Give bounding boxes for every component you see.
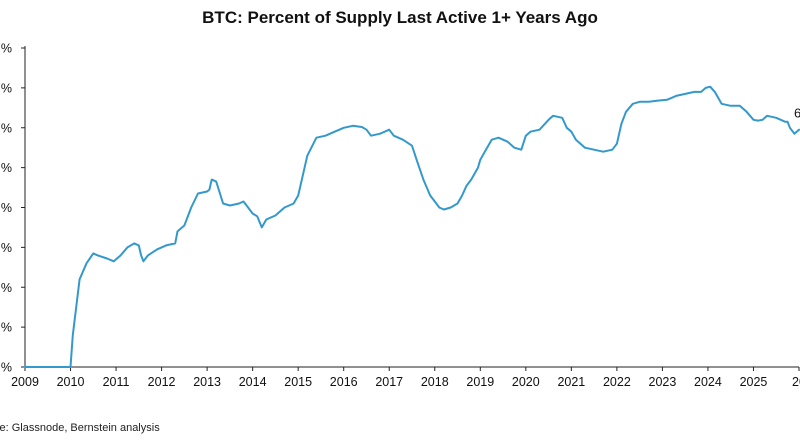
y-tick-label: %: [1, 321, 12, 335]
x-tick-label: 2022: [603, 375, 631, 389]
series-line: [24, 85, 800, 368]
x-tick-label: 2018: [421, 375, 449, 389]
x-tick-label: 2017: [375, 375, 403, 389]
y-tick-label: %: [1, 121, 12, 135]
y-tick-label: %: [1, 81, 12, 95]
x-tick-label: 2015: [284, 375, 312, 389]
chart-title: BTC: Percent of Supply Last Active 1+ Ye…: [202, 8, 598, 27]
y-tick-label: %: [1, 241, 12, 255]
x-tick-label: 2014: [239, 375, 267, 389]
axes: [21, 46, 800, 371]
x-tick-label: 2013: [193, 375, 221, 389]
x-tick-label: 2011: [103, 375, 130, 389]
y-tick-label: %: [1, 42, 12, 56]
x-tick-label: 2019: [466, 375, 494, 389]
x-tick-label: 2024: [694, 375, 722, 389]
x-tick-label: 2016: [330, 375, 358, 389]
y-tick-label: %: [1, 161, 12, 175]
end-value-label: 6: [794, 106, 800, 121]
x-tick-label: 2012: [148, 375, 176, 389]
x-tick-label: 2020: [512, 375, 540, 389]
x-tick-label: 2021: [557, 375, 585, 389]
x-tick-label: 2009: [11, 375, 39, 389]
y-tick-label: %: [1, 281, 12, 295]
tick-labels: %%%%%%%%%2009 2010 2011 2012 2013 2014 2015 201…: [1, 42, 800, 390]
series-layer: [24, 85, 800, 368]
y-tick-label: %: [1, 201, 12, 215]
source-note: ce: Glassnode, Bernstein analysis: [0, 422, 160, 434]
x-tick-label: 2025: [740, 375, 768, 389]
x-tick-label: 2010: [57, 375, 85, 389]
y-tick-label: %: [1, 361, 12, 375]
x-tick-label: 20: [792, 375, 800, 389]
x-tick-label: 2023: [649, 375, 677, 389]
